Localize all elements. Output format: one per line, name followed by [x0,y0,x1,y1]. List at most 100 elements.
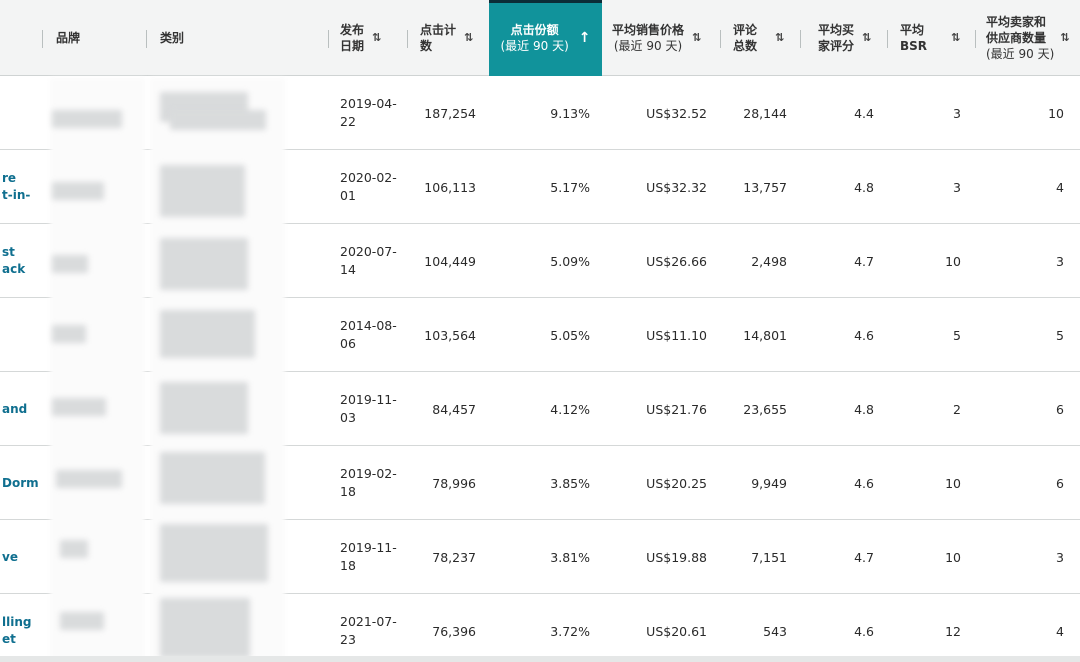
rating-cell: 4.6 [854,327,874,343]
avg-price-cell: US$32.32 [646,179,707,195]
bsr-cell: 5 [953,327,961,343]
blurred-content [160,452,265,504]
header-reviews[interactable]: 评论 总数 ⇅ [733,23,784,53]
product-title-link[interactable]: re t-in- [2,171,31,202]
avg-price-cell: US$11.10 [646,327,707,343]
blurred-content [160,238,248,290]
header-brand[interactable]: 品牌 [56,31,81,45]
blurred-content [52,182,104,200]
reviews-cell: 23,655 [743,401,787,417]
clicks-cell: 104,449 [424,253,476,269]
sort-icon[interactable]: ⇅ [775,31,784,44]
header-sellers-sub: (最近 90 天) [986,47,1055,61]
bsr-cell: 10 [945,475,961,491]
avg-price-cell: US$19.88 [646,549,707,565]
header-clicks[interactable]: 点击计 数 ⇅ [420,23,473,53]
header-avg-price-sub: (最近 90 天) [613,39,683,53]
release-date-cell: 2019-02- 18 [340,466,397,499]
sort-icon[interactable]: ⇅ [862,31,871,44]
release-date-cell: 2020-02- 01 [340,170,397,203]
click-share-cell: 9.13% [550,105,590,121]
sort-icon[interactable]: ⇅ [692,31,701,44]
product-title-link[interactable] [2,298,47,372]
clicks-cell: 78,237 [432,549,476,565]
clicks-cell: 103,564 [424,327,476,343]
release-date-cell: 2019-11- 03 [340,392,397,425]
sort-icon[interactable]: ⇅ [372,31,381,44]
rating-cell: 4.6 [854,475,874,491]
click-share-cell: 3.72% [550,623,590,639]
product-title-link[interactable]: lling et [2,615,32,646]
blurred-content [160,310,255,358]
blurred-content [60,612,104,630]
sort-icon[interactable]: ⇅ [1060,31,1069,44]
blurred-content [160,598,250,658]
release-date-cell: 2021-07- 23 [340,614,397,647]
sellers-cell: 6 [1056,401,1064,417]
rating-cell: 4.6 [854,623,874,639]
sellers-cell: 4 [1056,623,1064,639]
header-category[interactable]: 类别 [160,31,185,45]
click-share-cell: 3.81% [550,549,590,565]
clicks-cell: 187,254 [424,105,476,121]
blurred-content [160,382,248,434]
blurred-content [52,255,88,273]
click-share-cell: 3.85% [550,475,590,491]
table-header: 品牌 类别 发布 日期 ⇅ 点击计 数 ⇅ 点击份额 (最近 90 天) ↑ 平均… [0,0,1080,76]
reviews-cell: 2,498 [751,253,787,269]
clicks-cell: 78,996 [432,475,476,491]
blurred-content [56,470,122,488]
click-share-cell: 5.05% [550,327,590,343]
header-release-date[interactable]: 发布 日期 ⇅ [340,23,381,53]
product-title-link[interactable]: ve [2,549,18,564]
click-share-cell: 4.12% [550,401,590,417]
horizontal-scrollbar[interactable] [0,656,1080,662]
header-sellers[interactable]: 平均卖家和 供应商数量 (最近 90 天) ⇅ [986,0,1078,76]
bsr-cell: 10 [945,549,961,565]
blurred-content [160,165,245,217]
column-divider [146,30,147,48]
product-title-link[interactable]: and [2,401,28,416]
header-click-share[interactable]: 点击份额 (最近 90 天) ↑ [489,0,602,76]
sellers-cell: 3 [1056,253,1064,269]
header-avg-price[interactable]: 平均销售价格 (最近 90 天) ⇅ [612,0,716,76]
rating-cell: 4.7 [854,549,874,565]
release-date-cell: 2014-08- 06 [340,318,397,351]
rating-cell: 4.8 [854,179,874,195]
product-title-link[interactable] [2,76,47,150]
product-title-link[interactable]: st ack [2,245,26,276]
column-divider [975,30,976,48]
clicks-cell: 106,113 [424,179,476,195]
bsr-cell: 3 [953,105,961,121]
header-rating[interactable]: 平均买 家评分 ⇅ [818,23,871,53]
column-divider [887,30,888,48]
reviews-cell: 543 [763,623,787,639]
clicks-cell: 76,396 [432,623,476,639]
sellers-cell: 3 [1056,549,1064,565]
reviews-cell: 7,151 [751,549,787,565]
avg-price-cell: US$20.61 [646,623,707,639]
column-divider [42,30,43,48]
header-bsr[interactable]: 平均 BSR ⇅ [900,23,960,53]
reviews-cell: 14,801 [743,327,787,343]
obscured-brand-column [50,78,145,662]
blurred-content [52,110,122,128]
sort-icon[interactable]: ⇅ [464,31,473,44]
click-share-cell: 5.09% [550,253,590,269]
reviews-cell: 28,144 [743,105,787,121]
column-divider [328,30,329,48]
reviews-cell: 13,757 [743,179,787,195]
sort-ascending-icon[interactable]: ↑ [578,30,591,46]
product-title-link[interactable]: Dorm [2,475,39,490]
bsr-cell: 2 [953,401,961,417]
sellers-cell: 6 [1056,475,1064,491]
column-divider [407,30,408,48]
sellers-cell: 10 [1048,105,1064,121]
bsr-cell: 12 [945,623,961,639]
avg-price-cell: US$20.25 [646,475,707,491]
sort-icon[interactable]: ⇅ [951,31,960,44]
blurred-content [60,540,88,558]
sellers-cell: 4 [1056,179,1064,195]
rating-cell: 4.4 [854,105,874,121]
avg-price-cell: US$32.52 [646,105,707,121]
